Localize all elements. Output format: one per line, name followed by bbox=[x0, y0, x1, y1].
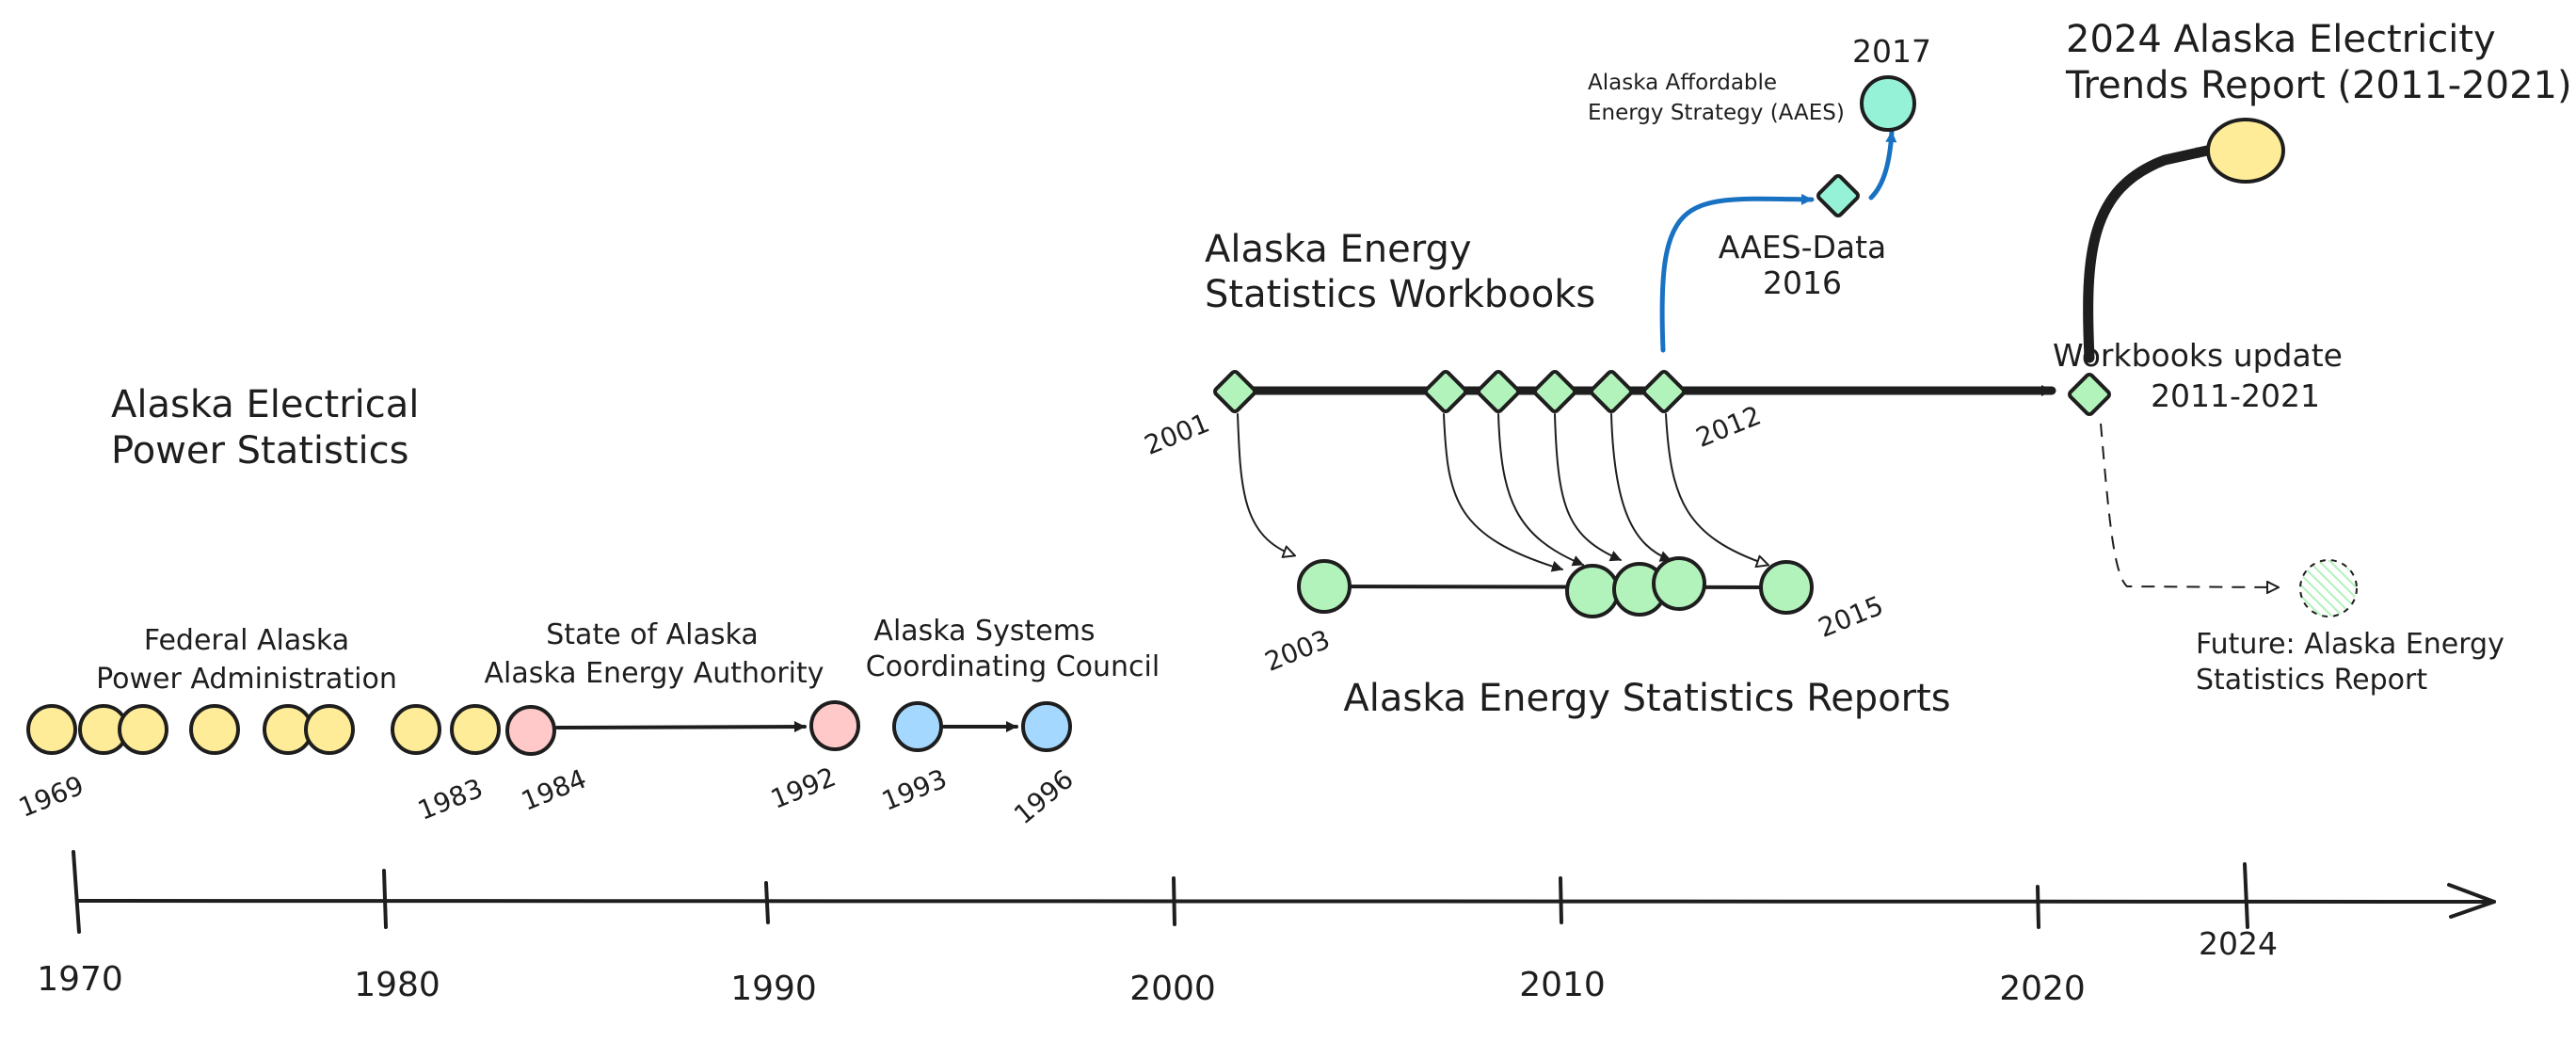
axis-label-2024: 2024 bbox=[2199, 925, 2278, 962]
ascc-group: Alaska Systems Coordinating Council 1993… bbox=[866, 615, 1160, 830]
ascc-label-line1: Alaska Systems bbox=[873, 615, 1095, 648]
report-node-2015 bbox=[1759, 560, 1814, 615]
workbook-node-2008 bbox=[1477, 370, 1520, 413]
axis-tick-2024 bbox=[2243, 862, 2249, 929]
workbook-node-2001 bbox=[1213, 370, 1256, 413]
aea-connector-arrow bbox=[555, 721, 807, 733]
workbooks-title-line1: Alaska Energy bbox=[1205, 228, 1472, 271]
axis-tick-2000 bbox=[1172, 876, 1176, 926]
year-label-2012: 2012 bbox=[1691, 400, 1765, 454]
ascc-node-1993 bbox=[892, 701, 943, 752]
aaes-data-node bbox=[1816, 174, 1860, 217]
year-label-1993: 1993 bbox=[877, 763, 951, 817]
axis-tick-1980 bbox=[382, 869, 388, 929]
year-label-1992: 1992 bbox=[766, 761, 840, 815]
ascc-label-line2: Coordinating Council bbox=[866, 650, 1160, 683]
trends-title-line1: 2024 Alaska Electricity bbox=[2066, 18, 2496, 61]
aeps-node-1969 bbox=[26, 704, 77, 755]
aea-group: State of Alaska Alaska Energy Authority … bbox=[484, 618, 860, 817]
report-node-c bbox=[1652, 556, 1706, 611]
time-axis: 1970 1980 1990 2000 2010 2020 2024 bbox=[37, 850, 2496, 1008]
workbook-node-2009 bbox=[1533, 370, 1576, 413]
aaes-data-label-line1: AAES-Data bbox=[1719, 229, 1887, 265]
aea-node-1992 bbox=[809, 700, 860, 751]
report-node-a bbox=[1565, 564, 1620, 618]
year-label-2015: 2015 bbox=[1814, 590, 1887, 644]
trends-group: 2024 Alaska Electricity Trends Report (2… bbox=[2065, 18, 2572, 363]
axis-arrowhead bbox=[2447, 883, 2496, 919]
aaes-data-label-line2: 2016 bbox=[1763, 265, 1842, 301]
future-label-line1: Future: Alaska Energy bbox=[2196, 628, 2504, 661]
aea-node-1984 bbox=[505, 705, 556, 756]
year-label-1969: 1969 bbox=[14, 770, 88, 824]
year-label-1984: 1984 bbox=[517, 763, 590, 817]
ascc-node-1996 bbox=[1021, 701, 1072, 752]
aaes-label-line2: Energy Strategy (AAES) bbox=[1588, 101, 1845, 125]
aeps-title-line1: Alaska Electrical bbox=[111, 383, 419, 426]
reports-title: Alaska Energy Statistics Reports bbox=[1343, 677, 1950, 720]
year-label-1983: 1983 bbox=[413, 773, 487, 826]
axis-tick-2020 bbox=[2036, 885, 2040, 929]
axis-label-2020: 2020 bbox=[1999, 970, 2086, 1008]
workbooks-group: Alaska Energy Statistics Workbooks 2001 … bbox=[1140, 129, 2343, 572]
soa-label-line1: State of Alaska bbox=[546, 618, 759, 651]
aeps-node-1971 bbox=[118, 704, 168, 755]
update-label-line1: Workbooks update bbox=[2053, 337, 2343, 374]
aeps-node-1980 bbox=[391, 704, 441, 755]
fapa-label-line1: Federal Alaska bbox=[144, 624, 349, 657]
axis-label-1990: 1990 bbox=[730, 970, 817, 1008]
axis-label-2010: 2010 bbox=[1519, 966, 1606, 1004]
workbook-node-2012 bbox=[1642, 370, 1686, 413]
year-label-1996: 1996 bbox=[1008, 763, 1080, 830]
future-report-node bbox=[2299, 559, 2358, 617]
aaes-group: 2017 Alaska Affordable Energy Strategy (… bbox=[1588, 33, 1931, 132]
aaes-label-line1: Alaska Affordable bbox=[1588, 71, 1777, 95]
aaes-strategy-arrow bbox=[1868, 129, 1897, 200]
axis-line bbox=[75, 899, 2496, 904]
aaes-blue-arrow bbox=[1659, 193, 1815, 353]
trends-report-node bbox=[2206, 118, 2285, 184]
aeps-node-1973 bbox=[189, 704, 240, 755]
year-label-2003: 2003 bbox=[1260, 624, 1334, 678]
update-label-line2: 2011-2021 bbox=[2151, 377, 2320, 414]
connector-wb-r2 bbox=[1497, 413, 1584, 567]
workbook-update-node bbox=[2068, 373, 2111, 416]
report-node-2003 bbox=[1297, 559, 1352, 614]
trends-title-line2: Trends Report (2011-2021) bbox=[2065, 64, 2572, 107]
aeps-group: Alaska Electrical Power Statistics Feder… bbox=[14, 383, 501, 826]
connector-wb-r3 bbox=[1554, 413, 1622, 562]
axis-tick-1990 bbox=[764, 881, 770, 924]
aeps-title-line2: Power Statistics bbox=[111, 429, 409, 473]
connector-wb-r5 bbox=[1665, 413, 1768, 565]
future-group: Future: Alaska Energy Statistics Report bbox=[2100, 423, 2504, 697]
aeps-node-1983 bbox=[450, 704, 501, 755]
axis-label-1970: 1970 bbox=[37, 960, 123, 999]
year-label-2017: 2017 bbox=[1852, 33, 1931, 70]
aaes-node-2017 bbox=[1860, 75, 1916, 132]
workbook-node-2007 bbox=[1424, 370, 1467, 413]
aeps-node-1976 bbox=[304, 704, 355, 755]
workbooks-title-line2: Statistics Workbooks bbox=[1205, 273, 1595, 316]
connector-2001-2003 bbox=[1237, 413, 1294, 555]
future-label-line2: Statistics Report bbox=[2196, 664, 2427, 697]
trends-thick-arrow bbox=[2083, 145, 2213, 363]
workbook-node-2011 bbox=[1590, 370, 1633, 413]
reports-group: 2003 2015 Alaska Energy Statistics Repor… bbox=[1260, 556, 1951, 720]
connector-wb-r4 bbox=[1610, 413, 1672, 562]
axis-label-2000: 2000 bbox=[1129, 970, 1216, 1008]
year-label-2001: 2001 bbox=[1140, 408, 1213, 461]
fapa-label-line2: Power Administration bbox=[96, 663, 397, 696]
connector-wb-r1 bbox=[1443, 413, 1563, 572]
soa-label-line2: Alaska Energy Authority bbox=[484, 657, 824, 690]
axis-label-1980: 1980 bbox=[354, 966, 440, 1004]
future-dashed-arrow bbox=[2100, 423, 2278, 587]
axis-tick-1970 bbox=[72, 850, 81, 934]
axis-tick-2010 bbox=[1559, 876, 1563, 924]
